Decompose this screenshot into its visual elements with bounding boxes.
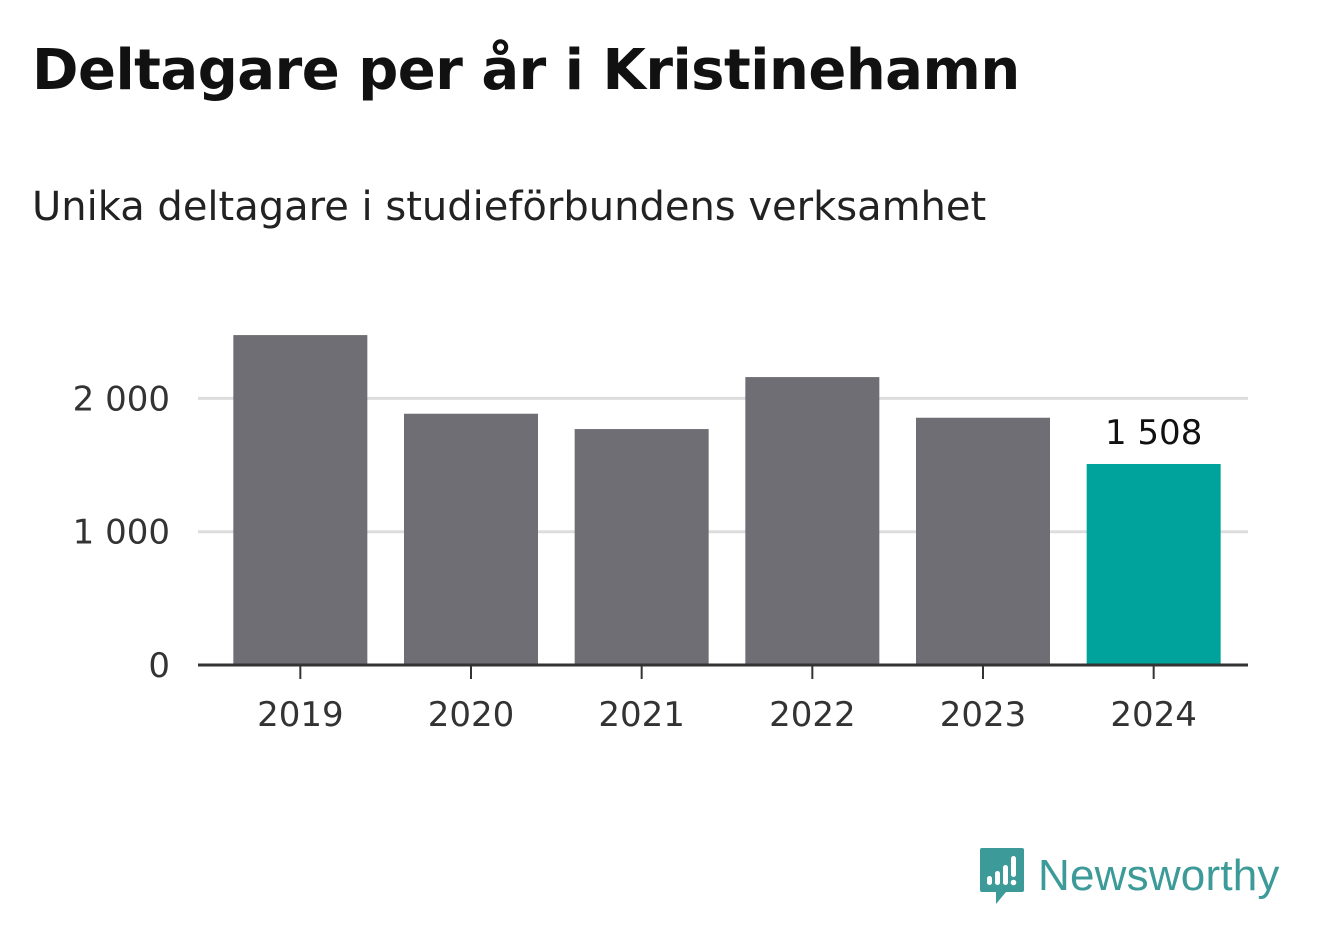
x-tick-label: 2020: [428, 695, 515, 735]
data-labels: 1 508: [1105, 413, 1202, 453]
newsworthy-logo-icon: [980, 848, 1024, 904]
bar-2021: [574, 429, 709, 665]
chart-subtitle: Unika deltagare i studieförbundens verks…: [32, 184, 987, 230]
x-axis: [198, 663, 1248, 679]
x-axis-labels: 2019 2020 2021 2022 2023 2024: [257, 695, 1197, 735]
brand-name: Newsworthy: [1038, 851, 1280, 900]
bar-2020: [404, 413, 538, 665]
bar-2019: [233, 335, 368, 665]
y-tick-label: 0: [148, 646, 170, 686]
bars: [233, 335, 1221, 665]
y-tick-label: 2 000: [73, 379, 170, 419]
brand: Newsworthy: [978, 846, 1280, 906]
x-tick-label: 2019: [257, 695, 344, 735]
bar-2022: [745, 377, 880, 665]
x-tick-label: 2021: [598, 695, 685, 735]
y-tick-label: 1 000: [73, 513, 170, 553]
x-tick-label: 2024: [1110, 695, 1197, 735]
data-label-2024: 1 508: [1105, 413, 1202, 453]
y-axis-labels: 0 1 000 2 000: [73, 379, 170, 686]
x-tick-label: 2023: [940, 695, 1027, 735]
bar-2023: [916, 417, 1050, 665]
x-tick-label: 2022: [769, 695, 856, 735]
chart-title: Deltagare per år i Kristinehamn: [32, 38, 1020, 103]
bar-2024: [1086, 463, 1221, 665]
grid-lines: [198, 396, 1248, 534]
